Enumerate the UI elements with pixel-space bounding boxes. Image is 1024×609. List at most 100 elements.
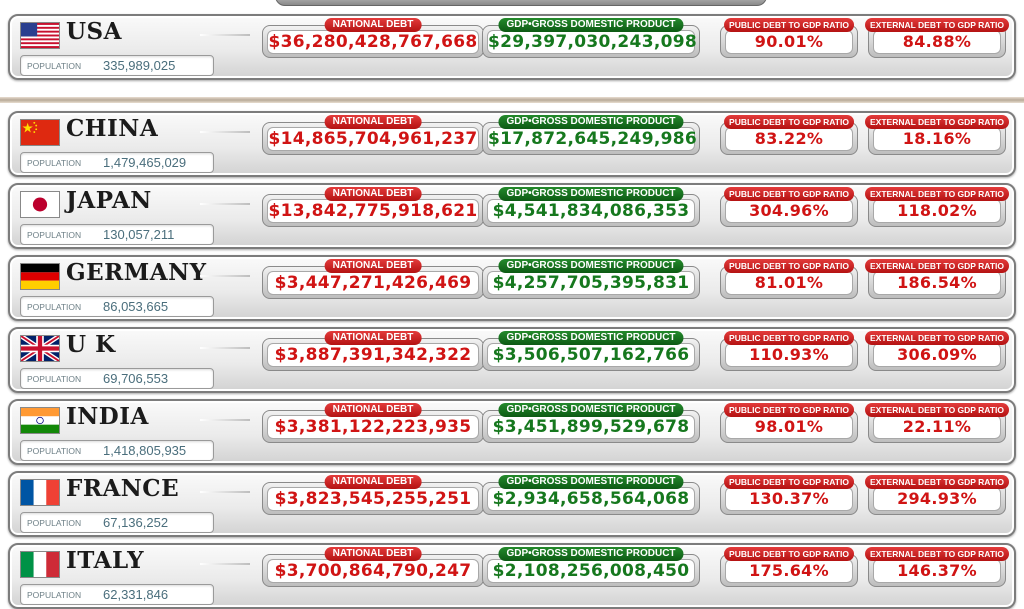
national-debt-value: $3,823,545,255,251 [267,487,479,511]
uk-flag [20,335,60,362]
external-debt-ratio-value: 18.16% [873,127,1001,151]
india-flag [20,407,60,434]
decorative-line [200,563,250,565]
national-debt-label: NATIONAL DEBT [324,475,422,489]
public-debt-ratio-label: PUBLIC DEBT TO GDP RATIO [724,547,854,561]
gdp-value: $2,934,658,564,068 [487,487,695,511]
population-value: 1,418,805,935 [103,443,187,458]
external-debt-ratio-value: 294.93% [873,487,1001,511]
gdp-label: GDP•GROSS DOMESTIC PRODUCT [498,547,684,561]
external-debt-ratio-label: EXTERNAL DEBT TO GDP RATIO [865,547,1009,561]
gdp-label: GDP•GROSS DOMESTIC PRODUCT [498,259,684,273]
public-debt-ratio-label: PUBLIC DEBT TO GDP RATIO [724,403,854,417]
country-row-germany[interactable]: GERMANY POPULATION 86,053,665 NATIONAL D… [8,255,1016,321]
country-name: FRANCE [66,475,180,502]
country-row-france[interactable]: FRANCE POPULATION 67,136,252 NATIONAL DE… [8,471,1016,537]
population-value: 86,053,665 [103,299,169,314]
external-debt-ratio-stat: EXTERNAL DEBT TO GDP RATIO 22.11% [865,403,1009,463]
country-name: JAPAN [66,187,152,214]
decorative-line [200,131,250,133]
gdp-label: GDP•GROSS DOMESTIC PRODUCT [498,115,684,129]
external-debt-ratio-stat: EXTERNAL DEBT TO GDP RATIO 84.88% [865,18,1009,78]
external-debt-ratio-stat: EXTERNAL DEBT TO GDP RATIO 186.54% [865,259,1009,319]
gdp-value: $2,108,256,008,450 [487,559,695,583]
top-tab-handle [275,0,767,6]
usa-flag [20,22,60,49]
national-debt-label: NATIONAL DEBT [324,115,422,129]
country-row-japan[interactable]: JAPAN POPULATION 130,057,211 NATIONAL DE… [8,183,1016,249]
public-debt-ratio-frame: 98.01% [720,410,858,443]
public-debt-ratio-stat: PUBLIC DEBT TO GDP RATIO 110.93% [720,331,858,391]
population-value: 1,479,465,029 [103,155,187,170]
decorative-line [200,203,250,205]
external-debt-ratio-value: 146.37% [873,559,1001,583]
population-label: POPULATION [27,518,82,528]
national-debt-value: $36,280,428,767,668 [267,30,479,54]
public-debt-ratio-value: 110.93% [725,343,853,367]
national-debt-stat: NATIONAL DEBT $14,865,704,961,237 [262,115,484,175]
country-name: USA [66,18,123,45]
public-debt-ratio-value: 130.37% [725,487,853,511]
national-debt-stat: NATIONAL DEBT $3,381,122,223,935 [262,403,484,463]
gdp-label: GDP•GROSS DOMESTIC PRODUCT [498,187,684,201]
country-row-usa[interactable]: USA POPULATION 335,989,025 NATIONAL DEBT… [8,14,1016,80]
gdp-label: GDP•GROSS DOMESTIC PRODUCT [498,475,684,489]
public-debt-ratio-label: PUBLIC DEBT TO GDP RATIO [724,187,854,201]
national-debt-frame: $3,447,271,426,469 [262,266,484,299]
national-debt-stat: NATIONAL DEBT $13,842,775,918,621 [262,187,484,247]
external-debt-ratio-stat: EXTERNAL DEBT TO GDP RATIO 146.37% [865,547,1009,607]
external-debt-ratio-label: EXTERNAL DEBT TO GDP RATIO [865,331,1009,345]
population-box: POPULATION 1,479,465,029 [20,152,214,173]
population-value: 62,331,846 [103,587,169,602]
population-box: POPULATION 1,418,805,935 [20,440,214,461]
external-debt-ratio-stat: EXTERNAL DEBT TO GDP RATIO 306.09% [865,331,1009,391]
population-label: POPULATION [27,230,82,240]
public-debt-ratio-label: PUBLIC DEBT TO GDP RATIO [724,259,854,273]
public-debt-ratio-value: 98.01% [725,415,853,439]
national-debt-value: $14,865,704,961,237 [267,127,479,151]
public-debt-ratio-label: PUBLIC DEBT TO GDP RATIO [724,475,854,489]
public-debt-ratio-stat: PUBLIC DEBT TO GDP RATIO 83.22% [720,115,858,175]
population-label: POPULATION [27,374,82,384]
public-debt-ratio-stat: PUBLIC DEBT TO GDP RATIO 130.37% [720,475,858,535]
population-label: POPULATION [27,446,82,456]
national-debt-value: $3,887,391,342,322 [267,343,479,367]
public-debt-ratio-stat: PUBLIC DEBT TO GDP RATIO 304.96% [720,187,858,247]
decorative-line [200,34,250,36]
national-debt-label: NATIONAL DEBT [324,187,422,201]
france-flag [20,479,60,506]
national-debt-value: $3,700,864,790,247 [267,559,479,583]
external-debt-ratio-value: 186.54% [873,271,1001,295]
external-debt-ratio-value: 118.02% [873,199,1001,223]
gdp-label: GDP•GROSS DOMESTIC PRODUCT [498,331,684,345]
external-debt-ratio-label: EXTERNAL DEBT TO GDP RATIO [865,475,1009,489]
population-label: POPULATION [27,302,82,312]
external-debt-ratio-value: 22.11% [873,415,1001,439]
national-debt-label: NATIONAL DEBT [324,403,422,417]
external-debt-ratio-label: EXTERNAL DEBT TO GDP RATIO [865,115,1009,129]
gdp-value: $4,541,834,086,353 [487,199,695,223]
gdp-stat: GDP•GROSS DOMESTIC PRODUCT $4,257,705,39… [482,259,700,319]
public-debt-ratio-value: 90.01% [725,30,853,54]
gdp-stat: GDP•GROSS DOMESTIC PRODUCT $3,506,507,16… [482,331,700,391]
population-value: 67,136,252 [103,515,169,530]
external-debt-ratio-value: 306.09% [873,343,1001,367]
section-divider [0,97,1024,103]
public-debt-ratio-stat: PUBLIC DEBT TO GDP RATIO 90.01% [720,18,858,78]
external-debt-ratio-stat: EXTERNAL DEBT TO GDP RATIO 294.93% [865,475,1009,535]
national-debt-label: NATIONAL DEBT [324,18,422,32]
population-box: POPULATION 86,053,665 [20,296,214,317]
population-value: 69,706,553 [103,371,169,386]
country-row-italy[interactable]: ITALY POPULATION 62,331,846 NATIONAL DEB… [8,543,1016,609]
country-row-china[interactable]: CHINA POPULATION 1,479,465,029 NATIONAL … [8,111,1016,177]
country-row-india[interactable]: INDIA POPULATION 1,418,805,935 NATIONAL … [8,399,1016,465]
public-debt-ratio-stat: PUBLIC DEBT TO GDP RATIO 98.01% [720,403,858,463]
external-debt-ratio-label: EXTERNAL DEBT TO GDP RATIO [865,18,1009,32]
public-debt-ratio-label: PUBLIC DEBT TO GDP RATIO [724,18,854,32]
population-box: POPULATION 67,136,252 [20,512,214,533]
national-debt-stat: NATIONAL DEBT $36,280,428,767,668 [262,18,484,78]
gdp-value: $4,257,705,395,831 [487,271,695,295]
country-row-uk[interactable]: U K POPULATION 69,706,553 NATIONAL DEBT … [8,327,1016,393]
national-debt-stat: NATIONAL DEBT $3,887,391,342,322 [262,331,484,391]
national-debt-frame: $3,381,122,223,935 [262,410,484,443]
